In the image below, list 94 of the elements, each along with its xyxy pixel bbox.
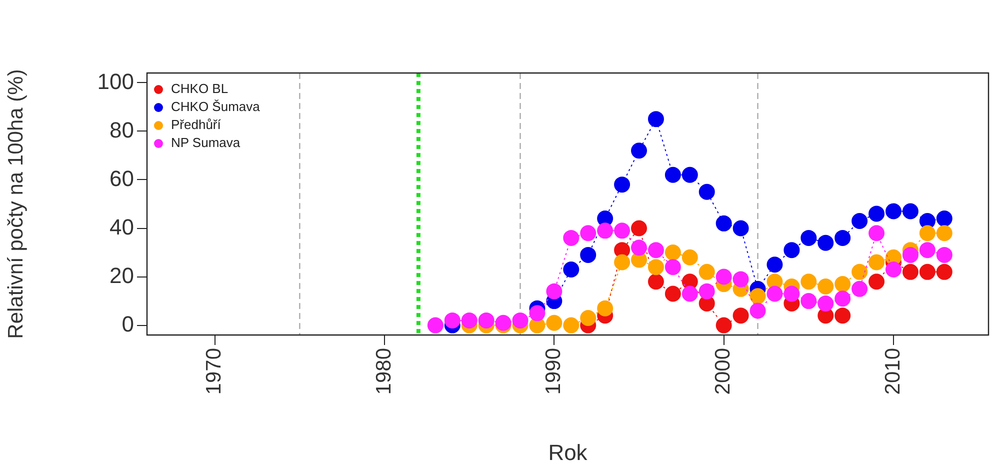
point bbox=[698, 264, 715, 280]
point bbox=[732, 308, 749, 324]
point bbox=[800, 230, 817, 246]
point bbox=[885, 262, 902, 278]
point bbox=[902, 203, 918, 220]
point bbox=[885, 203, 902, 220]
point bbox=[698, 283, 715, 300]
point bbox=[546, 283, 562, 300]
point bbox=[732, 271, 749, 288]
legend-label: NP Sumava bbox=[171, 135, 240, 150]
point bbox=[716, 215, 732, 232]
point bbox=[529, 305, 546, 322]
point bbox=[648, 242, 664, 258]
point bbox=[834, 230, 851, 246]
x-tick-label: 1990 bbox=[542, 348, 565, 395]
point bbox=[444, 312, 460, 328]
point bbox=[818, 295, 834, 312]
point bbox=[664, 244, 681, 261]
point bbox=[716, 268, 732, 285]
point bbox=[919, 242, 936, 258]
x-tick-label: 1970 bbox=[202, 348, 226, 395]
point bbox=[427, 317, 444, 334]
point bbox=[936, 246, 952, 263]
point bbox=[698, 184, 715, 200]
point bbox=[478, 312, 494, 328]
x-tick-label: 2000 bbox=[712, 348, 735, 395]
y-tick-label: 0 bbox=[122, 311, 134, 336]
point bbox=[936, 225, 952, 242]
point bbox=[546, 314, 562, 331]
y-axis-title: Relativní počty na 100ha (%) bbox=[4, 69, 28, 339]
point bbox=[597, 300, 614, 316]
point bbox=[852, 264, 868, 280]
point bbox=[648, 274, 664, 290]
y-tick-label: 100 bbox=[97, 68, 134, 94]
point bbox=[800, 293, 817, 310]
point bbox=[852, 212, 868, 229]
point bbox=[664, 286, 681, 302]
point bbox=[868, 274, 885, 290]
point bbox=[563, 230, 580, 246]
point bbox=[868, 225, 885, 242]
point bbox=[682, 166, 698, 183]
x-tick-label: 1980 bbox=[372, 348, 396, 395]
legend-label: Předhůří bbox=[171, 117, 221, 132]
x-tick-label: 2010 bbox=[881, 348, 904, 395]
point bbox=[766, 256, 783, 273]
point bbox=[750, 288, 766, 304]
point bbox=[563, 317, 580, 334]
legend-label: CHKO Šumava bbox=[171, 99, 260, 114]
point bbox=[664, 166, 681, 183]
point bbox=[902, 246, 918, 263]
point bbox=[664, 259, 681, 276]
point bbox=[732, 220, 749, 236]
legend-label: CHKO BL bbox=[171, 81, 228, 96]
point bbox=[563, 262, 580, 278]
point bbox=[614, 254, 630, 270]
point bbox=[631, 142, 648, 159]
point bbox=[868, 206, 885, 222]
y-tick-label: 80 bbox=[110, 117, 134, 142]
point bbox=[682, 249, 698, 266]
point bbox=[834, 308, 851, 324]
point bbox=[750, 302, 766, 319]
point bbox=[461, 312, 478, 328]
point bbox=[936, 210, 952, 227]
point bbox=[614, 176, 630, 193]
point bbox=[648, 259, 664, 276]
y-tick-label: 60 bbox=[110, 166, 134, 191]
y-tick-label: 40 bbox=[110, 214, 134, 240]
point bbox=[818, 234, 834, 251]
point bbox=[902, 264, 918, 280]
point bbox=[834, 276, 851, 292]
point bbox=[631, 240, 648, 256]
point bbox=[648, 111, 664, 128]
point bbox=[800, 274, 817, 290]
point bbox=[597, 222, 614, 239]
point bbox=[919, 225, 936, 242]
point bbox=[818, 278, 834, 294]
point bbox=[834, 290, 851, 307]
point bbox=[716, 317, 732, 334]
point bbox=[631, 220, 648, 236]
point bbox=[580, 225, 596, 242]
point bbox=[936, 264, 952, 280]
point bbox=[868, 254, 885, 270]
point bbox=[784, 242, 800, 258]
x-axis-title: Rok bbox=[548, 440, 588, 465]
point bbox=[919, 264, 936, 280]
point bbox=[580, 246, 596, 263]
point bbox=[766, 286, 783, 302]
y-tick-label: 20 bbox=[110, 262, 134, 288]
point bbox=[682, 286, 698, 302]
point bbox=[784, 286, 800, 302]
point bbox=[614, 222, 630, 239]
point bbox=[512, 312, 528, 328]
point bbox=[852, 280, 868, 297]
point bbox=[580, 310, 596, 326]
